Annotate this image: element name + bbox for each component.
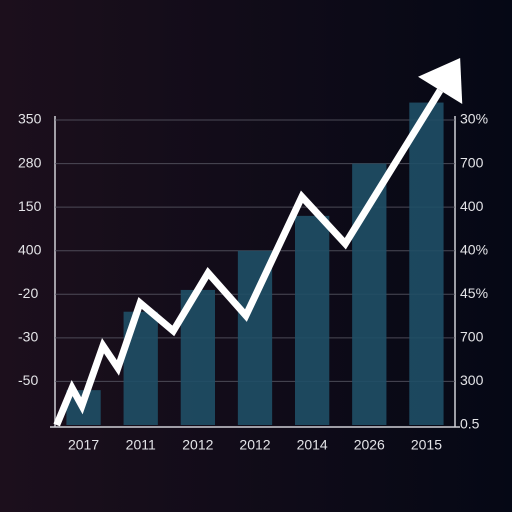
y2-tick-label: 45% xyxy=(460,285,488,301)
x-tick-label: 2011 xyxy=(126,437,156,453)
x-tick-label: 2026 xyxy=(354,437,385,453)
arrow-head xyxy=(418,58,463,105)
y-tick-label: -50 xyxy=(18,372,38,388)
y-tick-label: 280 xyxy=(18,154,42,170)
y2-tick-label: 300 xyxy=(460,372,484,388)
y-tick-label: 400 xyxy=(18,241,42,257)
y-tick-label: -30 xyxy=(18,329,38,345)
y2-tick-label: 400 xyxy=(460,198,484,214)
x-tick-label: 2014 xyxy=(297,437,328,453)
bar xyxy=(295,215,330,425)
bar xyxy=(409,102,444,426)
trend-line xyxy=(53,88,444,427)
y2-tick-label: 700 xyxy=(460,329,484,345)
x-tick-label: 2012 xyxy=(182,437,213,453)
y2-tick-label: 30% xyxy=(460,111,488,127)
y2-tick-label: 40% xyxy=(460,241,488,257)
y-tick-label: 350 xyxy=(18,111,42,127)
x-tick-label: 2012 xyxy=(239,437,270,453)
y2-tick-label: 0.5 xyxy=(460,416,480,432)
y2-tick-label: 700 xyxy=(460,154,484,170)
x-tick-label: 2017 xyxy=(68,437,99,453)
y-tick-label: -20 xyxy=(18,285,38,301)
x-tick-label: 2015 xyxy=(411,437,442,453)
y-tick-label: 150 xyxy=(18,198,42,214)
